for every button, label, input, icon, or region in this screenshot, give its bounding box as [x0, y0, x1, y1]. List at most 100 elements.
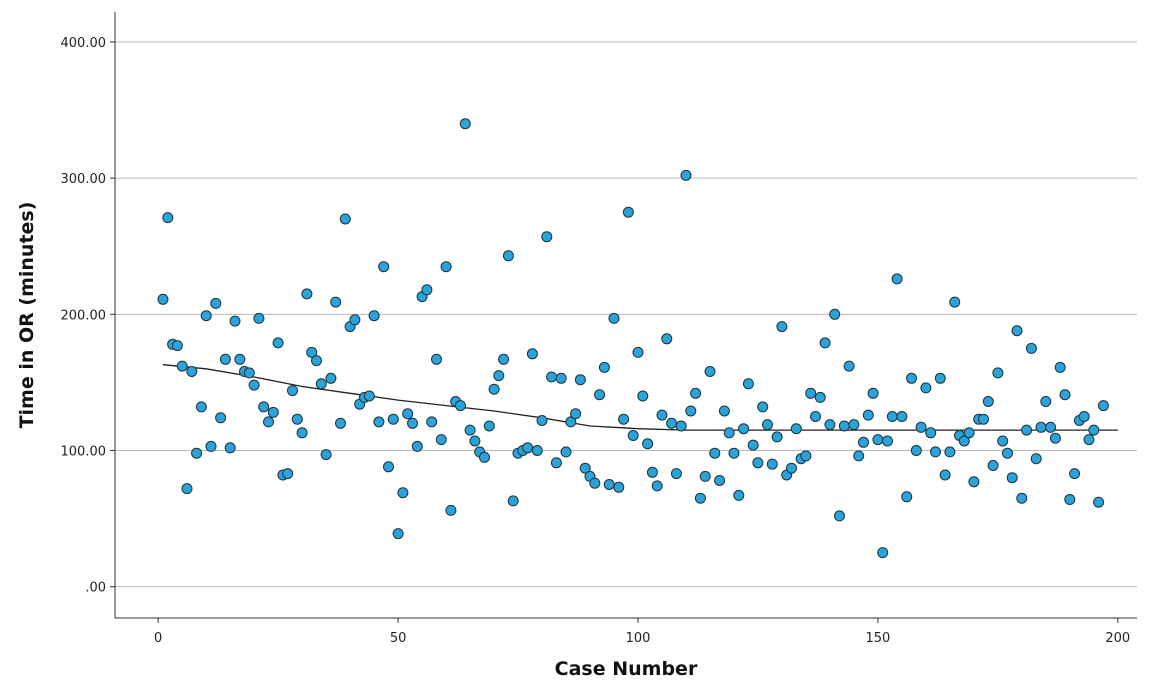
data-point	[838, 420, 850, 432]
data-point	[661, 333, 673, 345]
data-point	[1093, 496, 1105, 508]
data-point	[728, 447, 740, 459]
data-point	[507, 495, 519, 507]
data-point	[176, 360, 188, 372]
data-point	[387, 413, 399, 425]
data-point	[349, 314, 361, 326]
data-point	[479, 451, 490, 463]
data-point	[531, 445, 543, 456]
data-point	[287, 385, 298, 397]
data-point	[1011, 325, 1023, 337]
data-point	[1064, 494, 1076, 505]
data-point	[502, 250, 514, 262]
data-point	[786, 462, 797, 474]
data-point	[982, 396, 994, 407]
data-point	[1021, 424, 1033, 436]
data-point	[248, 379, 260, 391]
data-point	[762, 419, 773, 431]
data-point	[766, 458, 778, 470]
data-point	[1002, 447, 1013, 459]
data-point	[320, 449, 332, 461]
data-point	[315, 378, 327, 390]
data-point	[718, 405, 730, 417]
data-point	[742, 378, 754, 390]
data-point	[685, 405, 697, 417]
data-point	[267, 406, 279, 418]
data-point	[229, 315, 241, 327]
data-point	[205, 440, 217, 452]
data-point	[306, 346, 318, 358]
data-point	[646, 466, 658, 478]
data-points	[157, 118, 1109, 559]
data-point	[186, 366, 198, 377]
data-point	[1088, 424, 1100, 436]
data-point	[776, 321, 788, 333]
x-tick-label: 100	[626, 631, 651, 646]
data-point	[848, 419, 860, 431]
data-point	[771, 431, 783, 443]
y-tick-label: 100.00	[61, 444, 107, 459]
y-axis-ticks: .00 100.00 200.00 300.00 400.00	[61, 36, 115, 596]
data-point	[368, 310, 380, 322]
data-point	[272, 337, 284, 349]
data-point	[1083, 434, 1095, 446]
data-point	[498, 353, 510, 365]
data-point	[560, 446, 572, 458]
data-point	[435, 434, 447, 446]
data-point	[666, 417, 678, 429]
y-axis-title: Time in OR (minutes)	[16, 202, 38, 429]
data-point	[407, 417, 418, 429]
data-point	[1054, 361, 1066, 373]
data-point	[483, 420, 495, 432]
data-point	[291, 413, 303, 425]
data-point	[872, 434, 884, 446]
data-point	[445, 504, 457, 516]
data-point	[858, 436, 869, 448]
x-tick-label: 200	[1105, 631, 1130, 646]
data-point	[200, 310, 212, 322]
data-point	[426, 416, 438, 428]
data-point	[886, 411, 898, 422]
data-point	[210, 297, 222, 309]
data-point	[618, 413, 630, 425]
data-point	[171, 340, 183, 352]
data-point	[670, 468, 682, 480]
data-point	[1035, 421, 1047, 433]
data-point	[431, 353, 442, 365]
gridlines	[115, 41, 1137, 588]
data-point	[824, 419, 836, 431]
data-point	[752, 457, 764, 469]
data-point	[402, 408, 414, 420]
data-point	[1049, 432, 1061, 444]
data-point	[330, 296, 342, 308]
data-point	[714, 475, 726, 486]
data-point	[882, 435, 893, 447]
data-point	[747, 439, 759, 451]
data-point	[258, 401, 270, 413]
data-point	[896, 411, 908, 422]
data-point	[651, 480, 663, 492]
data-point	[1097, 400, 1109, 412]
data-point	[622, 206, 634, 218]
data-point	[968, 476, 980, 488]
data-point	[411, 440, 423, 452]
data-point	[978, 413, 989, 425]
data-point	[536, 415, 548, 426]
data-point	[191, 447, 203, 459]
data-point	[363, 390, 375, 402]
x-axis-ticks: 0 50 100 150 200	[154, 618, 1130, 646]
y-tick-label: 200.00	[61, 308, 107, 323]
data-point	[680, 169, 692, 181]
data-point	[570, 408, 582, 420]
data-point	[421, 284, 433, 296]
data-point	[690, 387, 702, 399]
data-point	[224, 442, 236, 454]
data-point	[440, 261, 452, 273]
data-point	[1078, 411, 1090, 422]
data-point	[215, 412, 227, 424]
data-point	[1030, 453, 1042, 465]
data-point	[930, 446, 941, 458]
data-point	[834, 510, 845, 522]
data-point	[574, 374, 586, 386]
data-point	[901, 491, 913, 503]
